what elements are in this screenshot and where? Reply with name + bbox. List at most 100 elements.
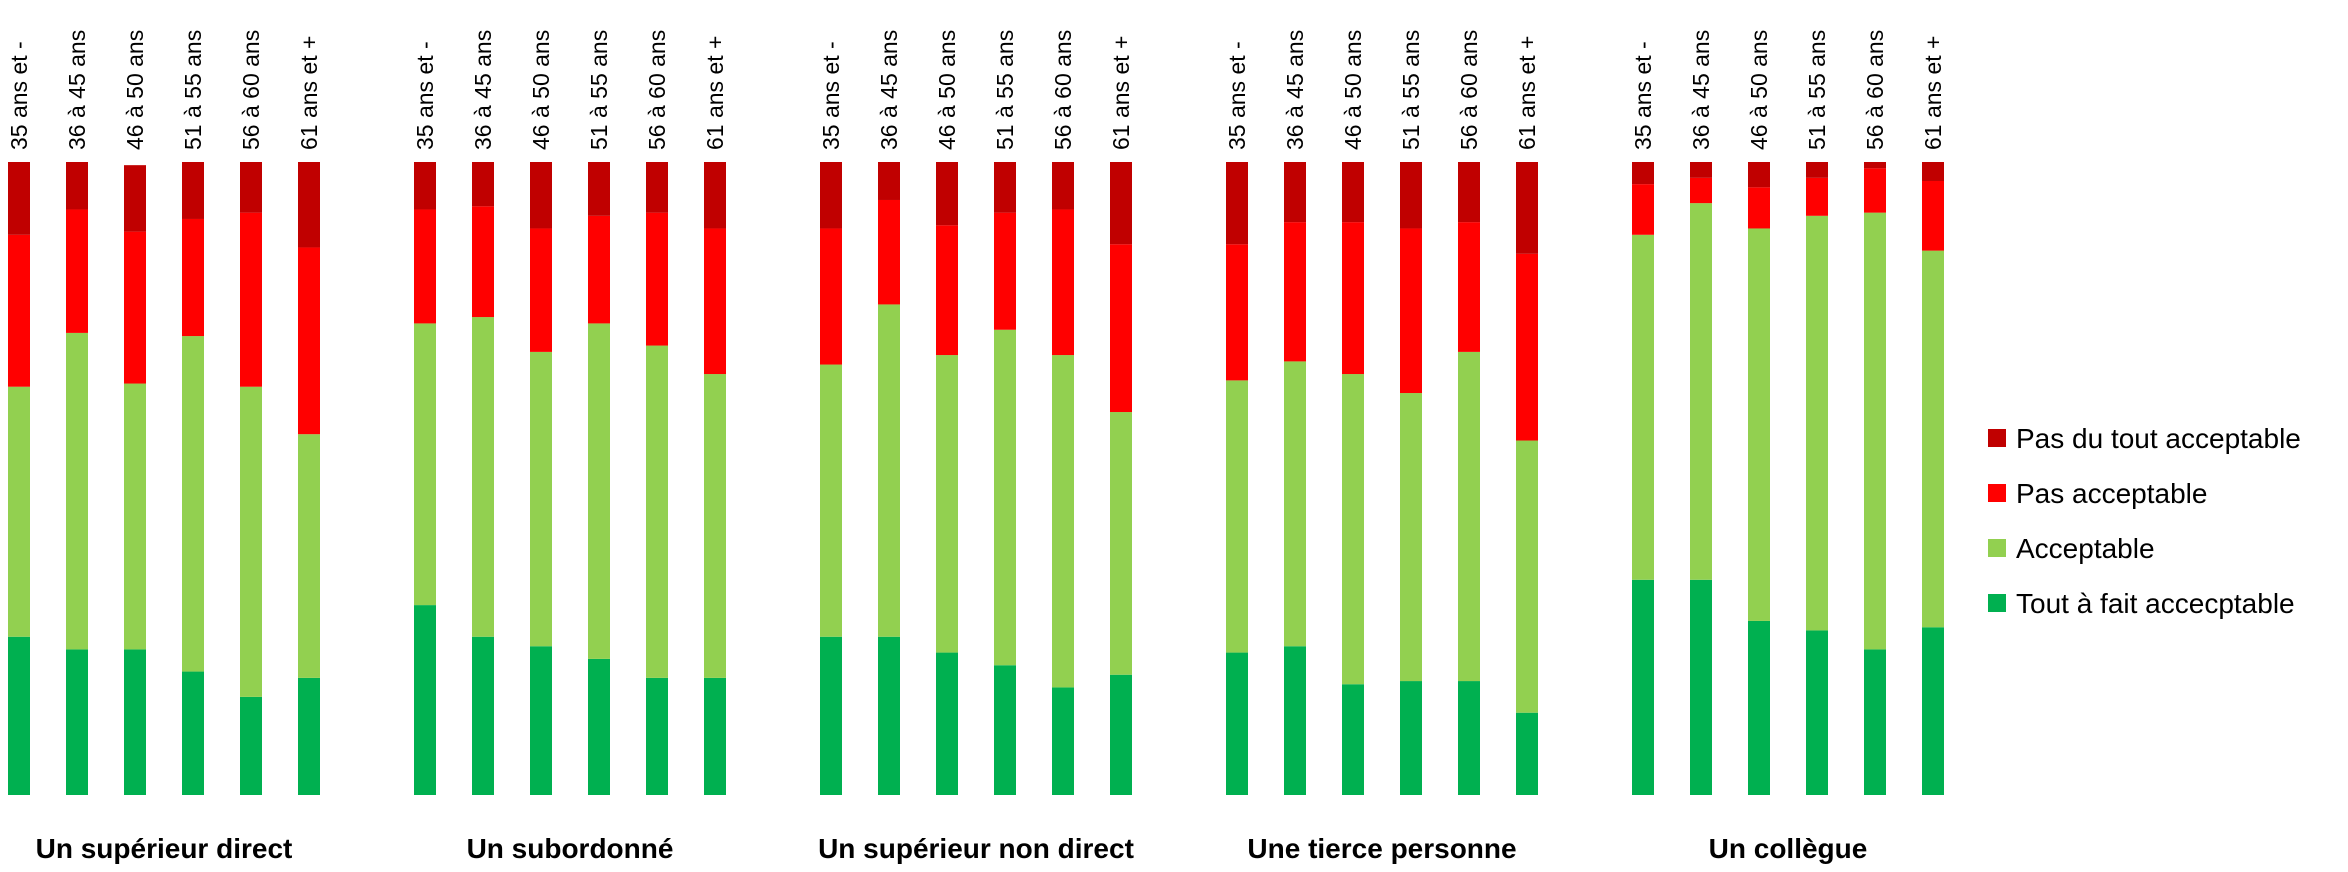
- bar-segment: [1458, 681, 1480, 795]
- bar-segment: [1748, 228, 1770, 621]
- legend-label: Acceptable: [2016, 533, 2155, 564]
- bar-segment: [298, 247, 320, 435]
- legend: Pas du tout acceptable Pas acceptable Acce…: [1988, 423, 2301, 619]
- bar-segment: [1284, 646, 1306, 795]
- category-tick-label: 36 à 45 ans: [64, 30, 90, 150]
- category-tick-label: 36 à 45 ans: [470, 30, 496, 150]
- bar-segment: [240, 212, 262, 387]
- bar-segment: [298, 677, 320, 795]
- category-tick-label: 56 à 60 ans: [1862, 30, 1888, 150]
- bar-segment: [588, 323, 610, 659]
- bar-segment: [472, 206, 494, 318]
- bar-segment: [936, 162, 958, 226]
- group-title: Un supérieur non direct: [818, 833, 1134, 864]
- category-tick-label: 61 ans et +: [1108, 36, 1134, 150]
- bar-segment: [8, 234, 30, 387]
- bar-segment: [182, 336, 204, 672]
- bar-segment: [124, 649, 146, 795]
- legend-swatch: [1988, 429, 2006, 447]
- group-title: Une tierce personne: [1247, 833, 1516, 864]
- bar-segment: [878, 199, 900, 305]
- bar-segment: [878, 162, 900, 200]
- bar-segment: [124, 231, 146, 384]
- bar-segment: [1052, 687, 1074, 795]
- category-tick-label: 36 à 45 ans: [1282, 30, 1308, 150]
- legend-swatch: [1988, 539, 2006, 557]
- bar-segment: [8, 636, 30, 795]
- bar-segment: [936, 652, 958, 795]
- bar-segment: [820, 636, 842, 795]
- bar-segment: [1806, 630, 1828, 795]
- bar-segment: [124, 383, 146, 650]
- bar-segment: [704, 162, 726, 229]
- category-tick-label: 46 à 50 ans: [1746, 30, 1772, 150]
- legend-swatch: [1988, 594, 2006, 612]
- bar-segment: [878, 304, 900, 637]
- bar-segment: [1400, 393, 1422, 682]
- bar-segment: [530, 646, 552, 795]
- category-tick-label: 46 à 50 ans: [122, 30, 148, 150]
- bar-segment: [646, 162, 668, 213]
- bar-segment: [240, 386, 262, 697]
- bar-segment: [1516, 712, 1538, 795]
- bar-segment: [240, 162, 262, 213]
- bar-segment: [66, 649, 88, 795]
- bar-segment: [1922, 250, 1944, 628]
- category-tick-label: 46 à 50 ans: [528, 30, 554, 150]
- legend-label: Pas acceptable: [2016, 478, 2207, 509]
- bar-segment: [1400, 681, 1422, 795]
- category-tick-label: 36 à 45 ans: [1688, 30, 1714, 150]
- category-tick-labels: 35 ans et - 36 à 45 ans 46 à 50 ans 51 à 55…: [6, 30, 1946, 150]
- category-tick-label: 35 ans et -: [412, 41, 438, 150]
- bar-segment: [1110, 162, 1132, 245]
- bar-segment: [820, 162, 842, 229]
- bar-segment: [1922, 162, 1944, 181]
- bar-segment: [1864, 649, 1886, 795]
- bar-segment: [820, 364, 842, 637]
- bar-segment: [66, 209, 88, 333]
- bar-segment: [1342, 162, 1364, 223]
- bar-segment: [414, 162, 436, 210]
- bar-segment: [182, 671, 204, 795]
- group-title: Un collègue: [1709, 833, 1868, 864]
- bar-segment: [1632, 579, 1654, 795]
- bar-segment: [472, 636, 494, 795]
- bar-segment: [472, 162, 494, 207]
- bar-segment: [994, 162, 1016, 213]
- category-tick-label: 51 à 55 ans: [1804, 30, 1830, 150]
- bar-segment: [878, 636, 900, 795]
- bar-segment: [1052, 162, 1074, 210]
- category-tick-label: 56 à 60 ans: [1050, 30, 1076, 150]
- bar-segment: [994, 212, 1016, 330]
- bar-segment: [1226, 652, 1248, 795]
- bar-segment: [66, 332, 88, 650]
- bar-segment: [1458, 162, 1480, 223]
- group-title: Un supérieur direct: [36, 833, 293, 864]
- bar-segment: [1342, 222, 1364, 375]
- bar-segment: [1690, 203, 1712, 580]
- bar-segment: [936, 225, 958, 356]
- bar-segment: [1342, 374, 1364, 685]
- category-tick-label: 51 à 55 ans: [586, 30, 612, 150]
- bar-segment: [1226, 380, 1248, 653]
- bar-segment: [298, 162, 320, 248]
- bar-segment: [414, 605, 436, 795]
- bar-segment: [704, 677, 726, 795]
- bar-segment: [1458, 351, 1480, 682]
- bar-segment: [588, 215, 610, 324]
- group-titles: Un supérieur direct Un subordonné Un supér…: [36, 833, 1868, 864]
- bar-segment: [414, 209, 436, 324]
- bar-segment: [936, 355, 958, 653]
- bar-segment: [704, 228, 726, 375]
- bar-segment: [1748, 620, 1770, 795]
- bar-segment: [1226, 162, 1248, 245]
- bar-segment: [472, 317, 494, 637]
- bar-segment: [1110, 674, 1132, 795]
- bar-segment: [8, 386, 30, 637]
- bar-segment: [1284, 162, 1306, 223]
- bar-segment: [1052, 355, 1074, 688]
- category-tick-label: 46 à 50 ans: [934, 30, 960, 150]
- legend-label: Pas du tout acceptable: [2016, 423, 2301, 454]
- bar-segment: [588, 658, 610, 795]
- bar-segment: [240, 696, 262, 795]
